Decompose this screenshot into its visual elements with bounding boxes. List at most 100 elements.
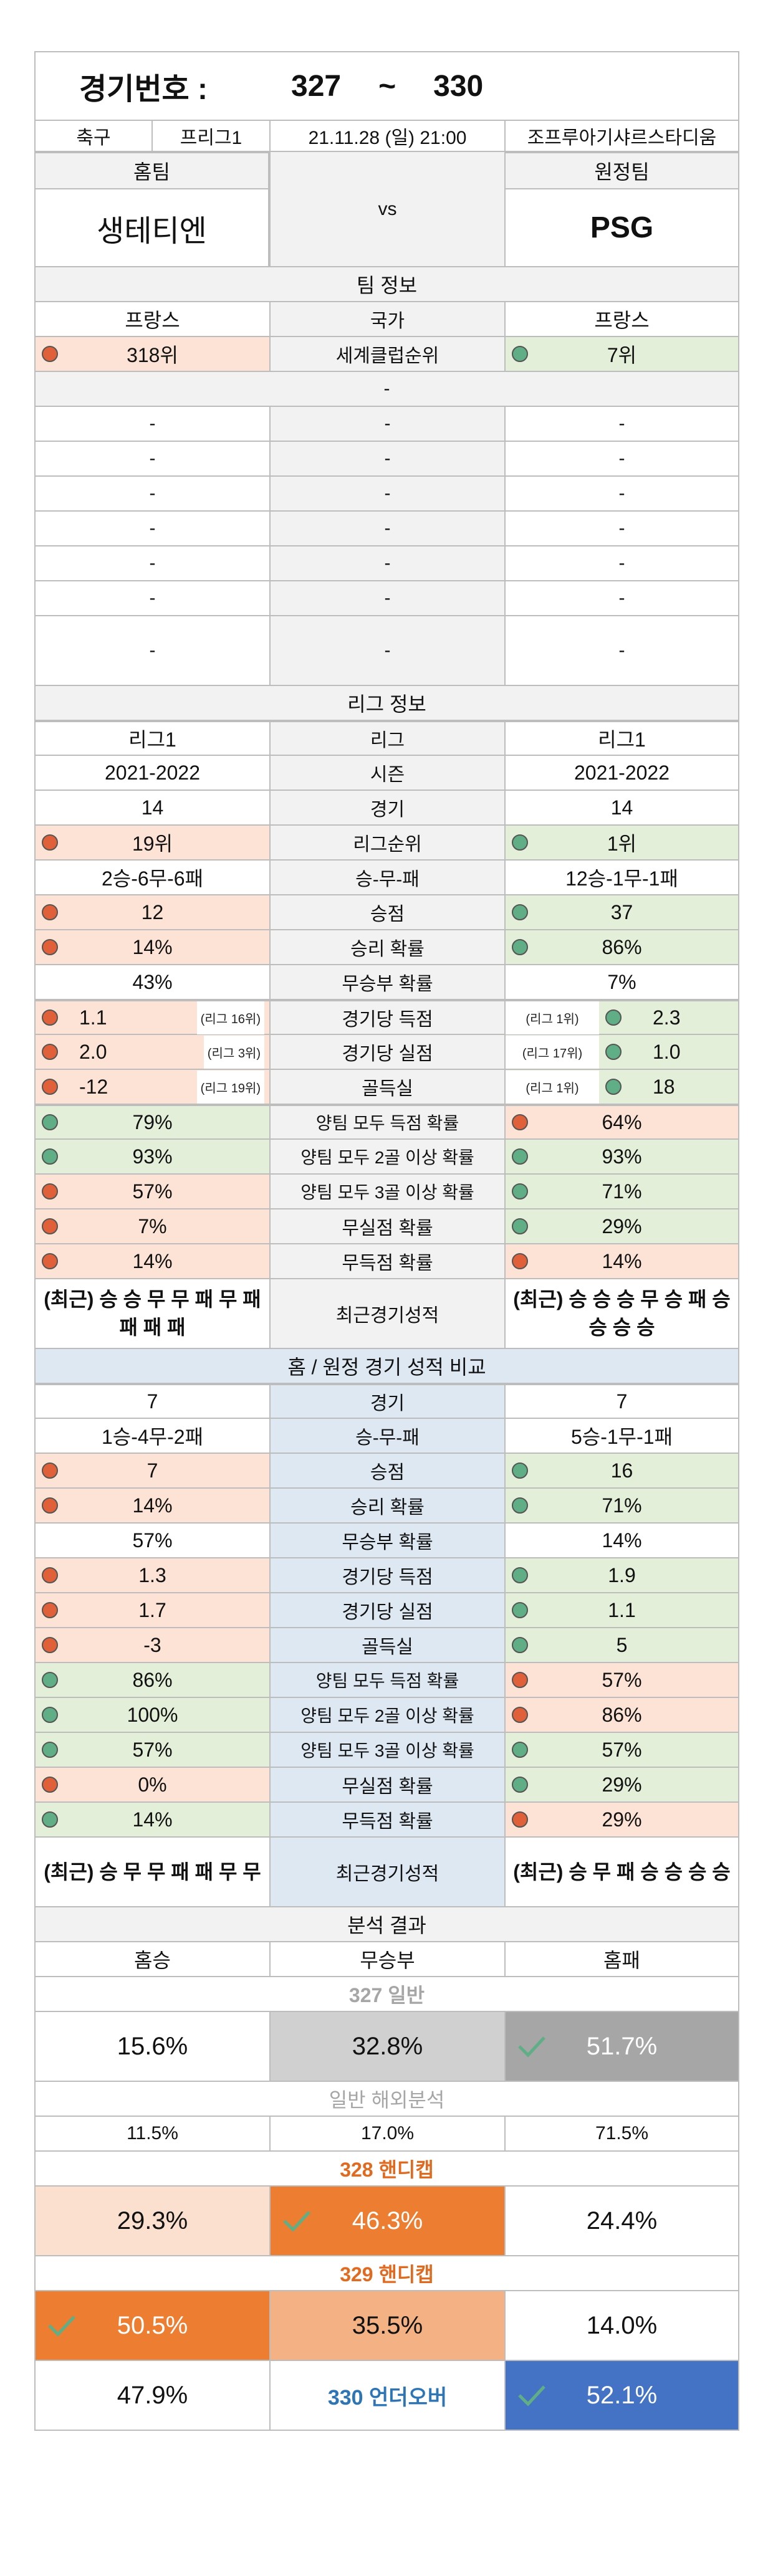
away-stat-value: 29%: [504, 1803, 739, 1836]
home-stat-value: 14%: [34, 930, 269, 964]
stat-row: 2승-6무-6패 승-무-패 12승-1무-1패: [34, 861, 739, 895]
stat-row: 1승-4무-2패 승-무-패 5승-1무-1패: [34, 1419, 739, 1454]
red-dot-icon: [512, 1672, 528, 1688]
home-stat-value: 14%: [34, 1244, 269, 1278]
stat-label: 양팀 모두 2골 이상 확률: [269, 1140, 504, 1173]
away-stat-value: 리그1: [504, 722, 739, 755]
home-stat-value: 1.7: [34, 1593, 269, 1627]
check-icon: [518, 2385, 545, 2407]
overseas-draw: 17.0%: [269, 2117, 504, 2150]
league-info-title: 리그 정보: [34, 686, 739, 720]
league-name: 프리그1: [151, 121, 269, 151]
red-dot-icon: [42, 1009, 58, 1026]
home-ranked-value: -12 (리그 19위): [34, 1070, 269, 1104]
stat-row: 14% 무득점 확률 14%: [34, 1244, 739, 1279]
handicap-328-title: 328 핸디캡: [34, 2152, 739, 2185]
team-info-dash: -: [34, 372, 739, 406]
away-league-rank: (리그 1위): [506, 1070, 599, 1104]
stat-row: 43% 무승부 확률 7%: [34, 965, 739, 1000]
red-dot-icon: [42, 346, 58, 362]
home-stat-value: 43%: [34, 965, 269, 999]
home-stat-value: 100%: [34, 1698, 269, 1732]
red-dot-icon: [42, 1253, 58, 1269]
empty-cell: -: [34, 477, 269, 510]
home-stat-value: 14%: [34, 1489, 269, 1522]
stat-row: 57% 양팀 모두 3골 이상 확률 71%: [34, 1175, 739, 1209]
stat-row: 57% 양팀 모두 3골 이상 확률 57%: [34, 1733, 739, 1768]
stat-label: 승점: [269, 1454, 504, 1487]
red-dot-icon: [512, 1114, 528, 1130]
red-dot-icon: [42, 834, 58, 851]
stat-label: 무승부 확률: [269, 965, 504, 999]
stat-label: 경기당 실점: [269, 1593, 504, 1627]
away-recent-form: (최근) 승 승 승 무 승 패 승 승 승 승: [504, 1279, 739, 1348]
check-icon: [518, 2036, 545, 2058]
green-dot-icon: [512, 1567, 528, 1583]
away-stat-value: 7%: [504, 965, 739, 999]
home-league-rank: (리그 16위): [196, 1001, 264, 1034]
stat-row: 리그1 리그 리그1: [34, 721, 739, 756]
home-stat-value: 2021-2022: [34, 756, 269, 789]
stat-label: 무실점 확률: [269, 1209, 504, 1243]
stadium: 조프루아기샤르스타디움: [504, 121, 739, 151]
uo330-under: 47.9%: [34, 2361, 269, 2430]
red-dot-icon: [42, 1462, 58, 1479]
stat-row: 12 승점 37: [34, 895, 739, 930]
league-prob-rows: 79% 양팀 모두 득점 확률 64% 93% 양팀 모두 2골 이상 확률 93% 57%…: [34, 1105, 739, 1279]
empty-cell: -: [269, 442, 504, 475]
stat-label: 경기: [269, 791, 504, 824]
red-dot-icon: [512, 1253, 528, 1269]
country-label: 국가: [269, 302, 504, 336]
empty-cell: -: [269, 512, 504, 545]
away-stat-value: 64%: [504, 1106, 739, 1138]
col-draw: 무승부: [269, 1942, 504, 1976]
stat-label: 경기: [269, 1385, 504, 1418]
red-dot-icon: [512, 1811, 528, 1828]
away-stat-value: 5승-1무-1패: [504, 1419, 739, 1453]
red-dot-icon: [42, 1567, 58, 1583]
away-country: 프랑스: [504, 302, 739, 336]
stat-row: 86% 양팀 모두 득점 확률 57%: [34, 1663, 739, 1698]
green-dot-icon: [512, 1602, 528, 1618]
ranked-stat-row: 1.1 (리그 16위) 경기당 득점 (리그 1위) 2.3: [34, 1000, 739, 1035]
empty-cell: -: [504, 477, 739, 510]
away-stat-value: 14%: [504, 1244, 739, 1278]
stat-row: 100% 양팀 모두 2골 이상 확률 86%: [34, 1698, 739, 1733]
green-dot-icon: [512, 834, 528, 851]
match-datetime: 21.11.28 (일) 21:00: [269, 121, 504, 151]
green-dot-icon: [512, 1777, 528, 1793]
away-team-label: 원정팀: [504, 153, 739, 188]
overseas-home-loss: 71.5%: [504, 2117, 739, 2150]
away-stat-value: 71%: [504, 1175, 739, 1208]
stat-label: 무실점 확률: [269, 1768, 504, 1801]
col-home-loss: 홈패: [504, 1942, 739, 1976]
home-recent-form: (최근) 승 승 무 무 패 무 패 패 패 패: [34, 1279, 269, 1348]
home-team-name: 생테티엔: [34, 189, 269, 266]
home-stat-value: 57%: [34, 1733, 269, 1767]
analysis-title: 분석 결과: [34, 1907, 739, 1941]
green-dot-icon: [512, 1183, 528, 1200]
h329-home-win: 50.5%: [34, 2291, 269, 2360]
stat-label: 골득실: [269, 1628, 504, 1662]
green-dot-icon: [512, 1218, 528, 1234]
match-number-label: 경기번호 :: [79, 73, 208, 106]
stat-row: 7% 무실점 확률 29%: [34, 1209, 739, 1244]
vs-label: vs: [269, 152, 504, 267]
stat-label: 경기당 실점: [269, 1035, 504, 1069]
homeaway-rows: 7 경기 7 1승-4무-2패 승-무-패 5승-1무-1패 7 승점 16 14% 승리 확률 71…: [34, 1384, 739, 1838]
red-dot-icon: [42, 1183, 58, 1200]
red-dot-icon: [512, 1707, 528, 1723]
stat-label: 양팀 모두 2골 이상 확률: [269, 1698, 504, 1732]
empty-cell: -: [504, 442, 739, 475]
home-stat-value: 93%: [34, 1140, 269, 1173]
green-dot-icon: [605, 1009, 622, 1026]
home-stat-value: 1승-4무-2패: [34, 1419, 269, 1453]
red-dot-icon: [42, 1079, 58, 1095]
away-stat-value: 2021-2022: [504, 756, 739, 789]
empty-cell: -: [34, 546, 269, 580]
away-ranked-value: (리그 1위) 2.3: [504, 1001, 739, 1034]
green-dot-icon: [512, 1148, 528, 1165]
stat-label: 무득점 확률: [269, 1244, 504, 1278]
stat-label: 골득실: [269, 1070, 504, 1104]
stat-label: 양팀 모두 득점 확률: [269, 1106, 504, 1138]
